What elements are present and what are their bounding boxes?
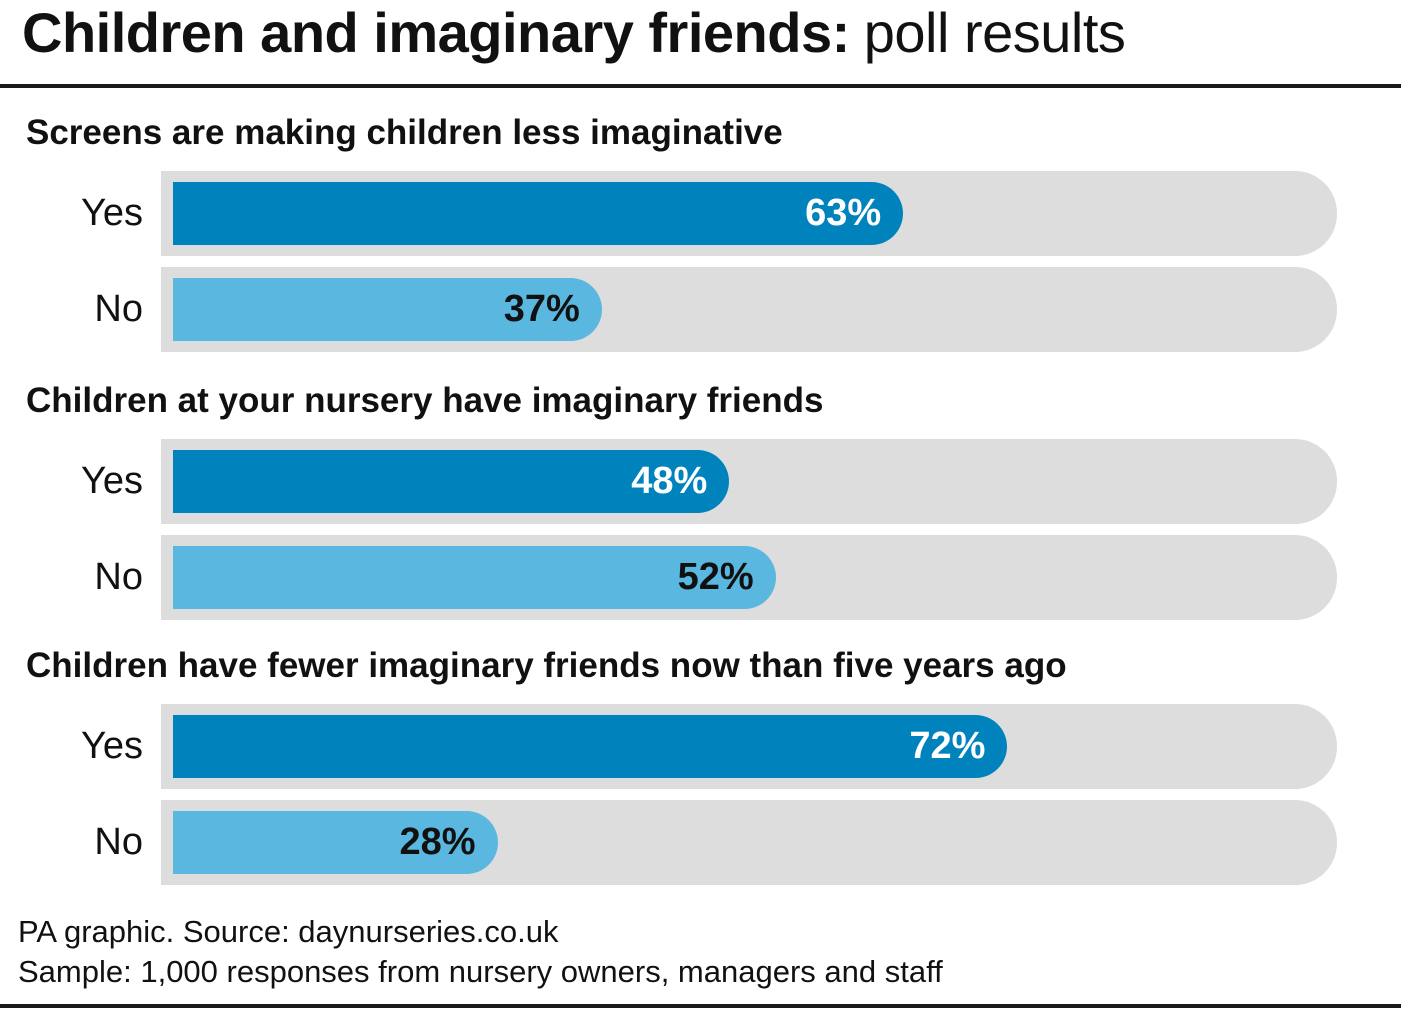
question-heading: Screens are making children less imagina…	[26, 113, 783, 152]
answer-label: Yes	[81, 460, 143, 502]
question-heading: Children at your nursery have imaginary …	[26, 381, 824, 420]
answer-label: No	[94, 556, 143, 598]
bottom-rule	[0, 1004, 1401, 1008]
answer-label: Yes	[81, 192, 143, 234]
bar-no: 37%	[173, 278, 602, 341]
bar-value-label: 28%	[399, 821, 476, 863]
question-heading: Children have fewer imaginary friends no…	[26, 646, 1067, 685]
bar-yes: 48%	[173, 450, 730, 513]
bar-yes: 72%	[173, 715, 1008, 778]
bar-value-label: 37%	[503, 288, 580, 330]
bar-yes: 63%	[173, 182, 904, 245]
source-note: PA graphic. Source: daynurseries.co.uk	[18, 914, 559, 949]
chart-title: Children and imaginary friends: poll resu…	[22, 0, 1126, 66]
bar-no: 28%	[173, 811, 498, 874]
bar-value-label: 52%	[677, 556, 754, 598]
answer-label: No	[94, 288, 143, 330]
answer-label: No	[94, 821, 143, 863]
chart-title-sub: poll results	[863, 1, 1126, 64]
sample-note: Sample: 1,000 responses from nursery own…	[18, 954, 943, 989]
bar-value-label: 72%	[909, 725, 986, 767]
bar-value-label: 63%	[805, 192, 882, 234]
top-rule	[0, 84, 1401, 88]
bar-value-label: 48%	[631, 460, 708, 502]
chart-title-main: Children and imaginary friends:	[22, 1, 850, 64]
answer-label: Yes	[81, 725, 143, 767]
bar-no: 52%	[173, 546, 776, 609]
